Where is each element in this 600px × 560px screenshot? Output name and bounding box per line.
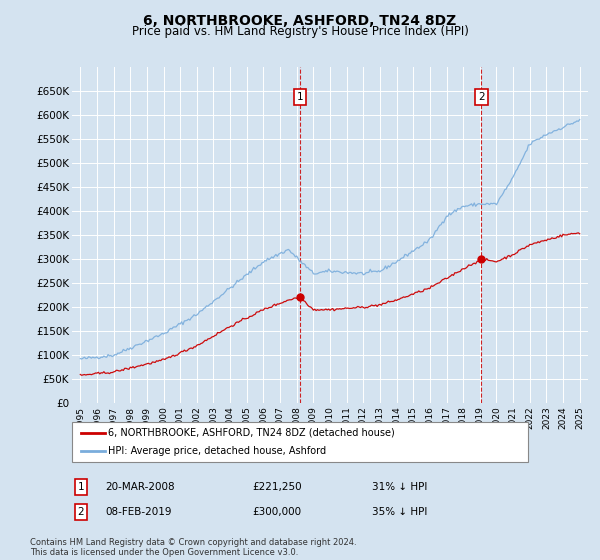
Text: 2: 2 [478,92,485,102]
Text: 08-FEB-2019: 08-FEB-2019 [105,507,172,517]
Text: 6, NORTHBROOKE, ASHFORD, TN24 8DZ (detached house): 6, NORTHBROOKE, ASHFORD, TN24 8DZ (detac… [108,428,395,438]
Text: 20-MAR-2008: 20-MAR-2008 [105,482,175,492]
Text: £300,000: £300,000 [252,507,301,517]
Text: 2: 2 [77,507,85,517]
Text: HPI: Average price, detached house, Ashford: HPI: Average price, detached house, Ashf… [108,446,326,456]
Text: £221,250: £221,250 [252,482,302,492]
Text: 1: 1 [77,482,85,492]
Text: 31% ↓ HPI: 31% ↓ HPI [372,482,427,492]
Text: Contains HM Land Registry data © Crown copyright and database right 2024.
This d: Contains HM Land Registry data © Crown c… [30,538,356,557]
Text: Price paid vs. HM Land Registry's House Price Index (HPI): Price paid vs. HM Land Registry's House … [131,25,469,38]
Text: 35% ↓ HPI: 35% ↓ HPI [372,507,427,517]
Text: 6, NORTHBROOKE, ASHFORD, TN24 8DZ: 6, NORTHBROOKE, ASHFORD, TN24 8DZ [143,14,457,28]
Text: 1: 1 [297,92,304,102]
